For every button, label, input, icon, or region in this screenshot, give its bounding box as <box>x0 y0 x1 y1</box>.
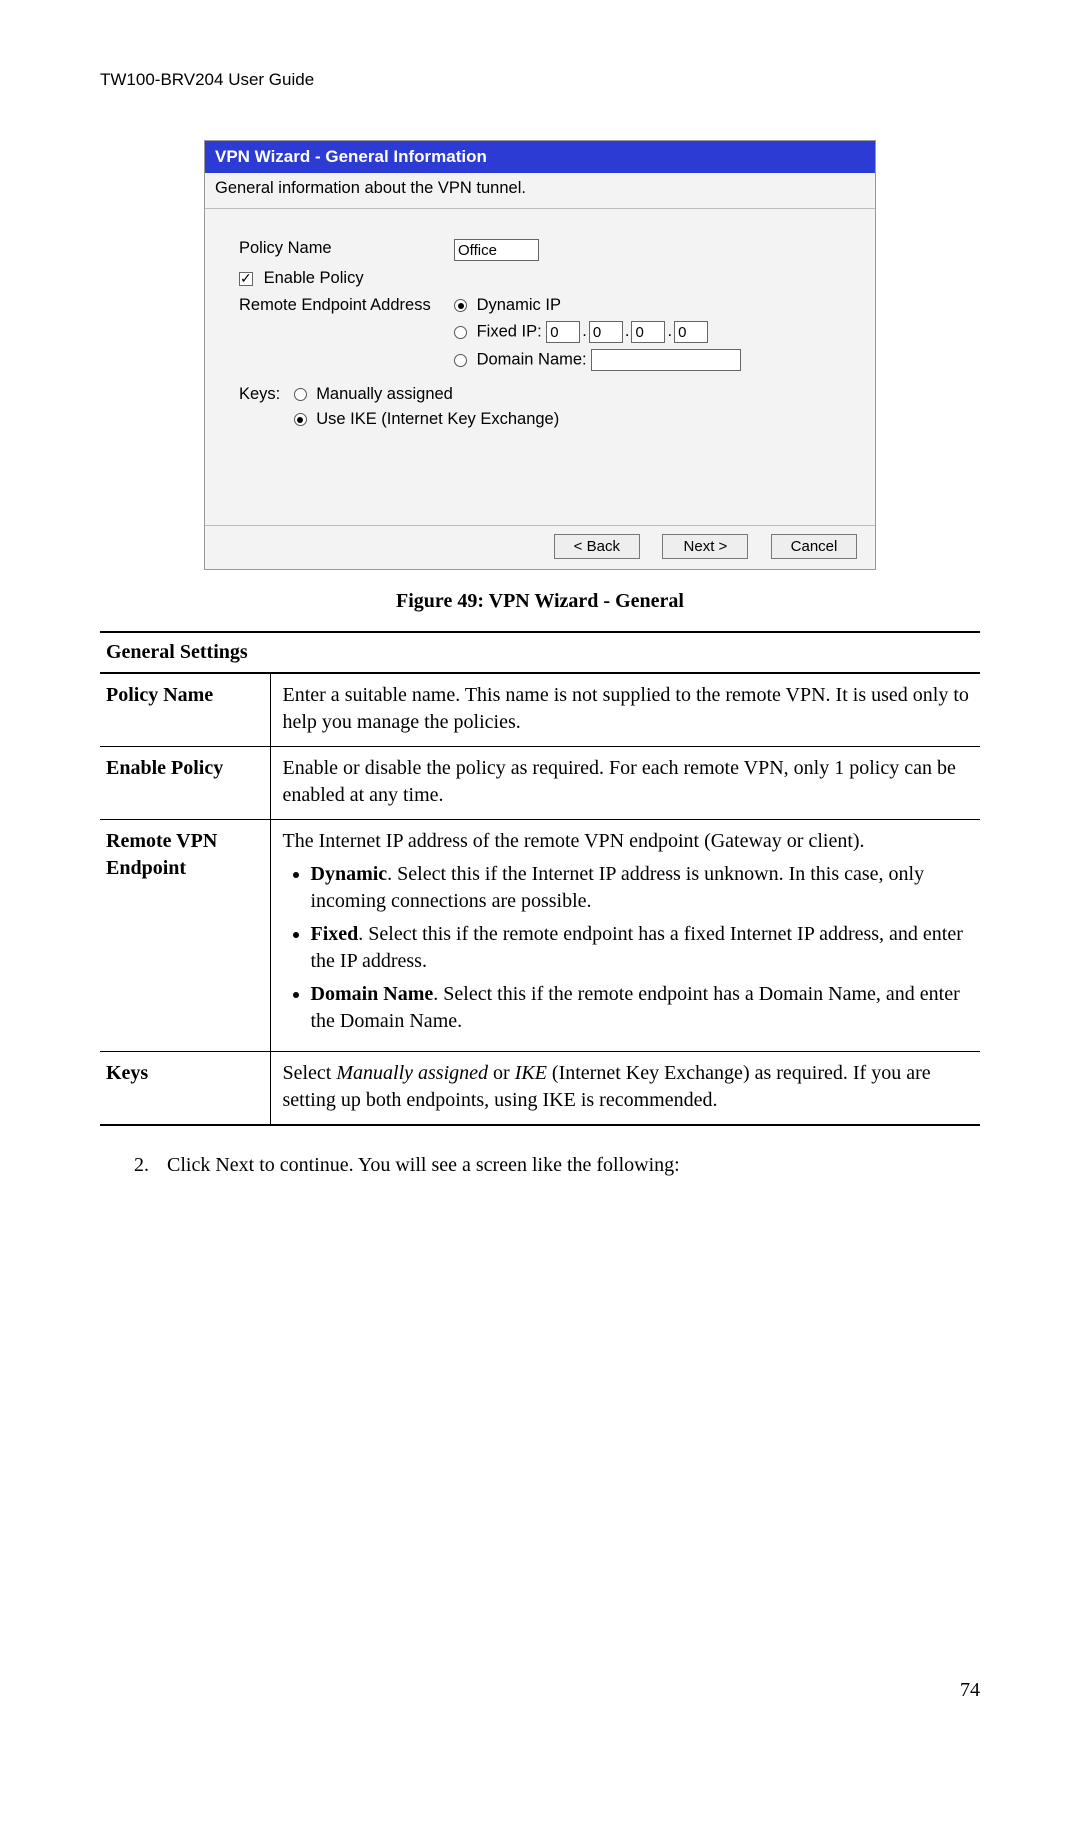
bullet-tail-dynamic: . Select this if the Internet IP address… <box>311 863 925 912</box>
row-desc-policy-name: Enter a suitable name. This name is not … <box>270 673 980 747</box>
fixed-ip-octet-1[interactable] <box>546 321 580 343</box>
fixed-ip-octet-4[interactable] <box>674 321 708 343</box>
figure-caption: Figure 49: VPN Wizard - General <box>100 590 980 613</box>
row-desc-keys: Select Manually assigned or IKE (Interne… <box>270 1052 980 1126</box>
row-desc-enable-policy: Enable or disable the policy as required… <box>270 747 980 820</box>
ip-dot: . <box>665 322 674 340</box>
bullet-head-domain: Domain Name <box>311 983 434 1005</box>
keys-mid: or <box>488 1062 515 1084</box>
wizard-body: Policy Name Enable Policy Remote Endpoin… <box>205 209 875 525</box>
ip-dot: . <box>580 322 589 340</box>
bullet-head-fixed: Fixed <box>311 923 359 945</box>
general-settings-table: General Settings Policy Name Enter a sui… <box>100 631 980 1126</box>
remote-endpoint-label: Remote Endpoint Address <box>239 296 454 315</box>
keys-label: Keys: <box>239 385 289 404</box>
remote-domain-label: Domain Name: <box>477 350 587 368</box>
domain-name-input[interactable] <box>591 349 741 371</box>
bullet-head-dynamic: Dynamic <box>311 863 388 885</box>
table-row: Remote VPN Endpoint The Internet IP addr… <box>100 820 980 1052</box>
remote-domain-radio[interactable] <box>454 354 467 367</box>
enable-policy-checkbox[interactable] <box>239 272 253 286</box>
remote-fixed-radio[interactable] <box>454 326 467 339</box>
step-pre: Click <box>167 1154 215 1176</box>
wizard-footer: < Back Next > Cancel <box>205 525 875 569</box>
list-item: Domain Name. Select this if the remote e… <box>311 981 975 1035</box>
keys-ike: IKE <box>515 1062 547 1084</box>
cancel-button[interactable]: Cancel <box>771 534 857 559</box>
row-label-policy-name: Policy Name <box>100 673 270 747</box>
keys-ike-label: Use IKE (Internet Key Exchange) <box>316 410 559 428</box>
enable-policy-label: Enable Policy <box>264 269 364 287</box>
remote-dynamic-radio[interactable] <box>454 299 467 312</box>
page-number: 74 <box>960 1679 980 1702</box>
row-label-remote-endpoint: Remote VPN Endpoint <box>100 820 270 1052</box>
wizard-titlebar: VPN Wizard - General Information <box>205 141 875 173</box>
table-section-head: General Settings <box>100 632 980 673</box>
table-row: Policy Name Enter a suitable name. This … <box>100 673 980 747</box>
step-line: 2. Click Next to continue. You will see … <box>100 1154 980 1177</box>
keys-pre: Select <box>283 1062 337 1084</box>
step-post: to continue. You will see a screen like … <box>254 1154 679 1176</box>
policy-name-label: Policy Name <box>239 239 454 258</box>
next-button[interactable]: Next > <box>662 534 748 559</box>
table-row: Keys Select Manually assigned or IKE (In… <box>100 1052 980 1126</box>
step-number: 2. <box>134 1154 162 1177</box>
keys-ma: Manually assigned <box>336 1062 488 1084</box>
policy-name-input[interactable] <box>454 239 539 261</box>
keys-manual-radio[interactable] <box>294 388 307 401</box>
keys-manual-label: Manually assigned <box>316 385 453 403</box>
remote-endpoint-intro: The Internet IP address of the remote VP… <box>283 830 865 852</box>
list-item: Dynamic. Select this if the Internet IP … <box>311 861 975 915</box>
remote-fixed-label: Fixed IP: <box>477 322 542 340</box>
fixed-ip-octet-3[interactable] <box>631 321 665 343</box>
keys-ike-radio[interactable] <box>294 413 307 426</box>
bullet-tail-fixed: . Select this if the remote endpoint has… <box>311 923 963 972</box>
wizard-subtitle: General information about the VPN tunnel… <box>205 173 875 209</box>
back-button[interactable]: < Back <box>554 534 640 559</box>
step-next-word: Next <box>215 1154 254 1176</box>
ip-dot: . <box>623 322 632 340</box>
row-desc-remote-endpoint: The Internet IP address of the remote VP… <box>270 820 980 1052</box>
row-label-enable-policy: Enable Policy <box>100 747 270 820</box>
list-item: Fixed. Select this if the remote endpoin… <box>311 921 975 975</box>
fixed-ip-octet-2[interactable] <box>589 321 623 343</box>
remote-dynamic-label: Dynamic IP <box>477 296 561 314</box>
guide-title: TW100-BRV204 User Guide <box>100 70 980 90</box>
vpn-wizard-window: VPN Wizard - General Information General… <box>204 140 876 570</box>
table-row: Enable Policy Enable or disable the poli… <box>100 747 980 820</box>
row-label-keys: Keys <box>100 1052 270 1126</box>
